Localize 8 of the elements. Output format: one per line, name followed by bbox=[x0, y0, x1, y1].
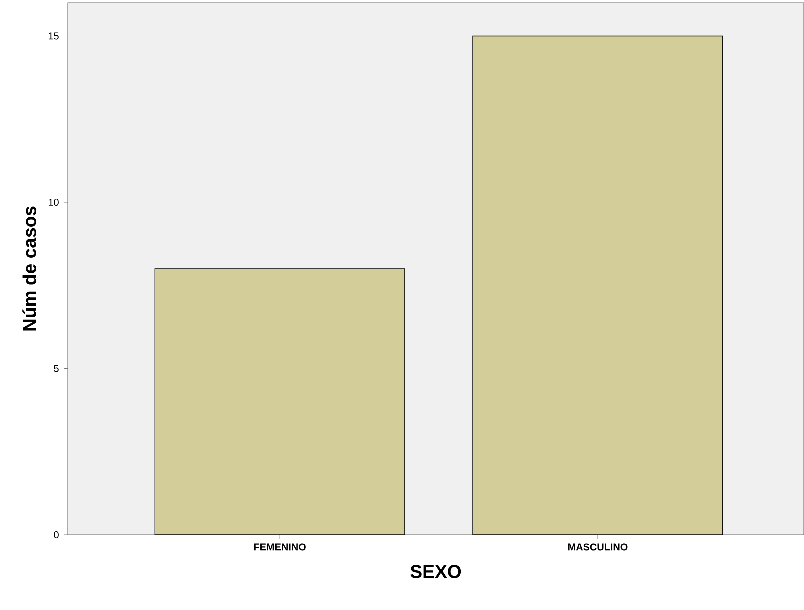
y-axis-title: Núm de casos bbox=[22, 206, 36, 331]
x-axis-title: SEXO bbox=[410, 565, 462, 578]
x-tick-label: MASCULINO bbox=[568, 544, 628, 551]
x-tick-label: FEMENINO bbox=[254, 544, 306, 551]
y-tick-label: 0 bbox=[54, 531, 59, 539]
y-tick-label: 15 bbox=[48, 32, 59, 40]
y-tick-label: 5 bbox=[54, 365, 59, 372]
y-tick-label: 10 bbox=[48, 198, 59, 206]
